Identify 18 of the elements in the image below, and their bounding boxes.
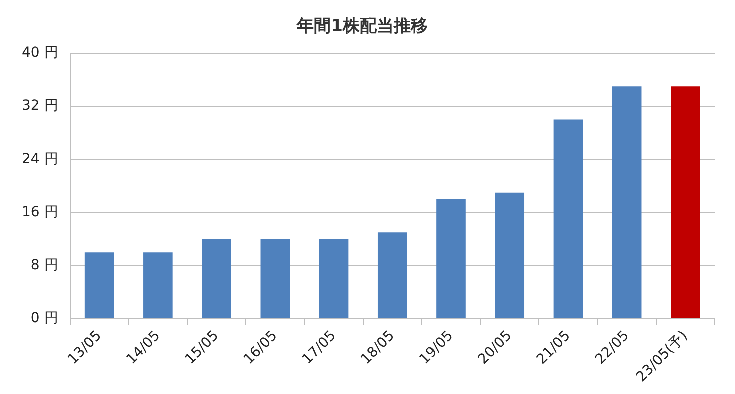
bar: [495, 192, 525, 318]
bar: [378, 232, 408, 318]
bar: [671, 86, 700, 318]
y-tick-label: 40 円: [22, 45, 58, 62]
bar: [144, 252, 173, 318]
y-tick-label: 8 円: [30, 257, 58, 274]
bar: [612, 86, 642, 318]
bar: [436, 199, 466, 318]
bar: [554, 120, 584, 318]
y-tick-label: 32 円: [22, 98, 58, 114]
y-tick-label: 0 円: [30, 310, 58, 327]
y-tick-label: 24 円: [22, 151, 58, 168]
y-tick-label: 16 円: [22, 204, 58, 220]
bar: [319, 239, 349, 318]
bar: [260, 239, 290, 318]
bar: [84, 252, 114, 318]
chart-title: 年間1株配当推移: [296, 16, 428, 37]
bar: [202, 239, 232, 318]
